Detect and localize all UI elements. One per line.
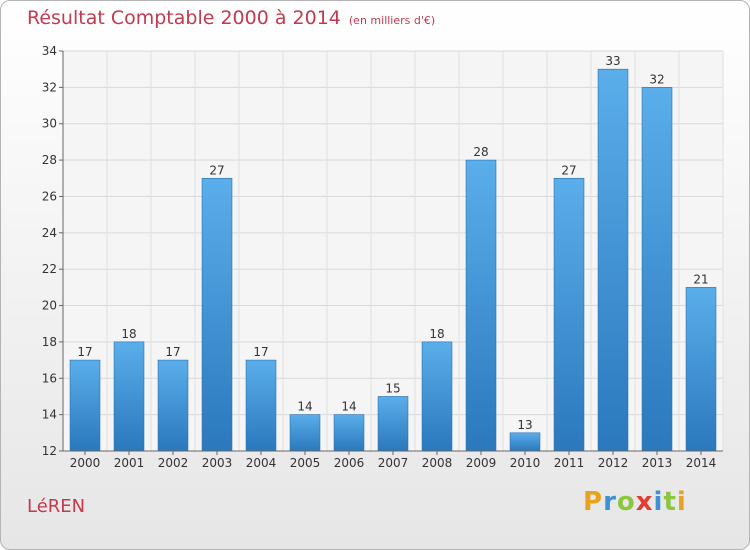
bar xyxy=(465,159,497,452)
x-tick-label: 2007 xyxy=(378,456,409,470)
x-tick-label: 2011 xyxy=(554,456,585,470)
bar-value-label: 28 xyxy=(473,145,488,159)
y-tick-label: 20 xyxy=(42,299,57,313)
y-tick-label: 16 xyxy=(42,371,57,385)
x-tick-label: 2008 xyxy=(422,456,453,470)
bar-value-label: 14 xyxy=(297,400,312,414)
y-tick-label: 14 xyxy=(42,408,57,422)
bar-value-label: 13 xyxy=(517,418,532,432)
bar-value-label: 27 xyxy=(561,163,576,177)
y-tick-label: 22 xyxy=(42,262,57,276)
bar xyxy=(685,287,717,452)
x-tick-label: 2000 xyxy=(70,456,101,470)
x-tick-label: 2004 xyxy=(246,456,277,470)
bar-value-label: 17 xyxy=(165,345,180,359)
y-tick-label: 26 xyxy=(42,189,57,203)
bar xyxy=(597,68,629,452)
bar-value-label: 32 xyxy=(649,72,664,86)
x-tick-label: 2012 xyxy=(598,456,629,470)
bar-value-label: 17 xyxy=(253,345,268,359)
commune-name: LéREN xyxy=(27,496,86,517)
x-tick-label: 2006 xyxy=(334,456,365,470)
chart-title: Résultat Comptable 2000 à 2014 (en millie… xyxy=(27,7,435,29)
y-tick-label: 34 xyxy=(42,44,57,58)
logo-letter: t xyxy=(663,487,677,517)
y-tick-label: 30 xyxy=(42,117,57,131)
chart-title-main: Résultat Comptable 2000 à 2014 xyxy=(27,7,341,29)
bar-value-label: 33 xyxy=(605,54,620,68)
bar xyxy=(509,432,541,452)
y-tick-label: 18 xyxy=(42,335,57,349)
x-tick-label: 2009 xyxy=(466,456,497,470)
bar xyxy=(641,87,673,452)
y-tick-label: 24 xyxy=(42,226,57,240)
logo-letter: i xyxy=(653,487,664,517)
bar xyxy=(553,177,585,452)
y-tick-label: 32 xyxy=(42,80,57,94)
bar xyxy=(69,359,101,452)
bar xyxy=(113,341,145,452)
x-tick-label: 2001 xyxy=(114,456,145,470)
bar xyxy=(245,359,277,452)
x-tick-label: 2005 xyxy=(290,456,321,470)
bar xyxy=(201,177,233,452)
x-tick-label: 2013 xyxy=(642,456,673,470)
logo-letter: x xyxy=(635,487,654,517)
logo-letter: i xyxy=(676,487,687,517)
y-tick-label: 12 xyxy=(42,444,57,458)
bar-value-label: 17 xyxy=(77,345,92,359)
bar-value-label: 15 xyxy=(385,381,400,395)
logo-letter: r xyxy=(603,487,617,517)
bar xyxy=(289,414,321,452)
chart-title-unit: (en milliers d'€) xyxy=(348,14,436,27)
x-tick-label: 2010 xyxy=(510,456,541,470)
logo-letter: o xyxy=(616,487,636,517)
bar xyxy=(157,359,189,452)
bar-value-label: 27 xyxy=(209,163,224,177)
bar-value-label: 18 xyxy=(121,327,136,341)
proxiti-logo: Proxiti xyxy=(583,487,687,517)
bar-value-label: 21 xyxy=(693,272,708,286)
y-tick-label: 28 xyxy=(42,153,57,167)
logo-letter: P xyxy=(583,487,604,517)
bar xyxy=(421,341,453,452)
bar xyxy=(333,414,365,452)
bar xyxy=(377,396,409,452)
x-tick-label: 2014 xyxy=(686,456,717,470)
bar-value-label: 14 xyxy=(341,400,356,414)
bar-value-label: 18 xyxy=(429,327,444,341)
x-tick-label: 2002 xyxy=(158,456,189,470)
x-tick-label: 2003 xyxy=(202,456,233,470)
